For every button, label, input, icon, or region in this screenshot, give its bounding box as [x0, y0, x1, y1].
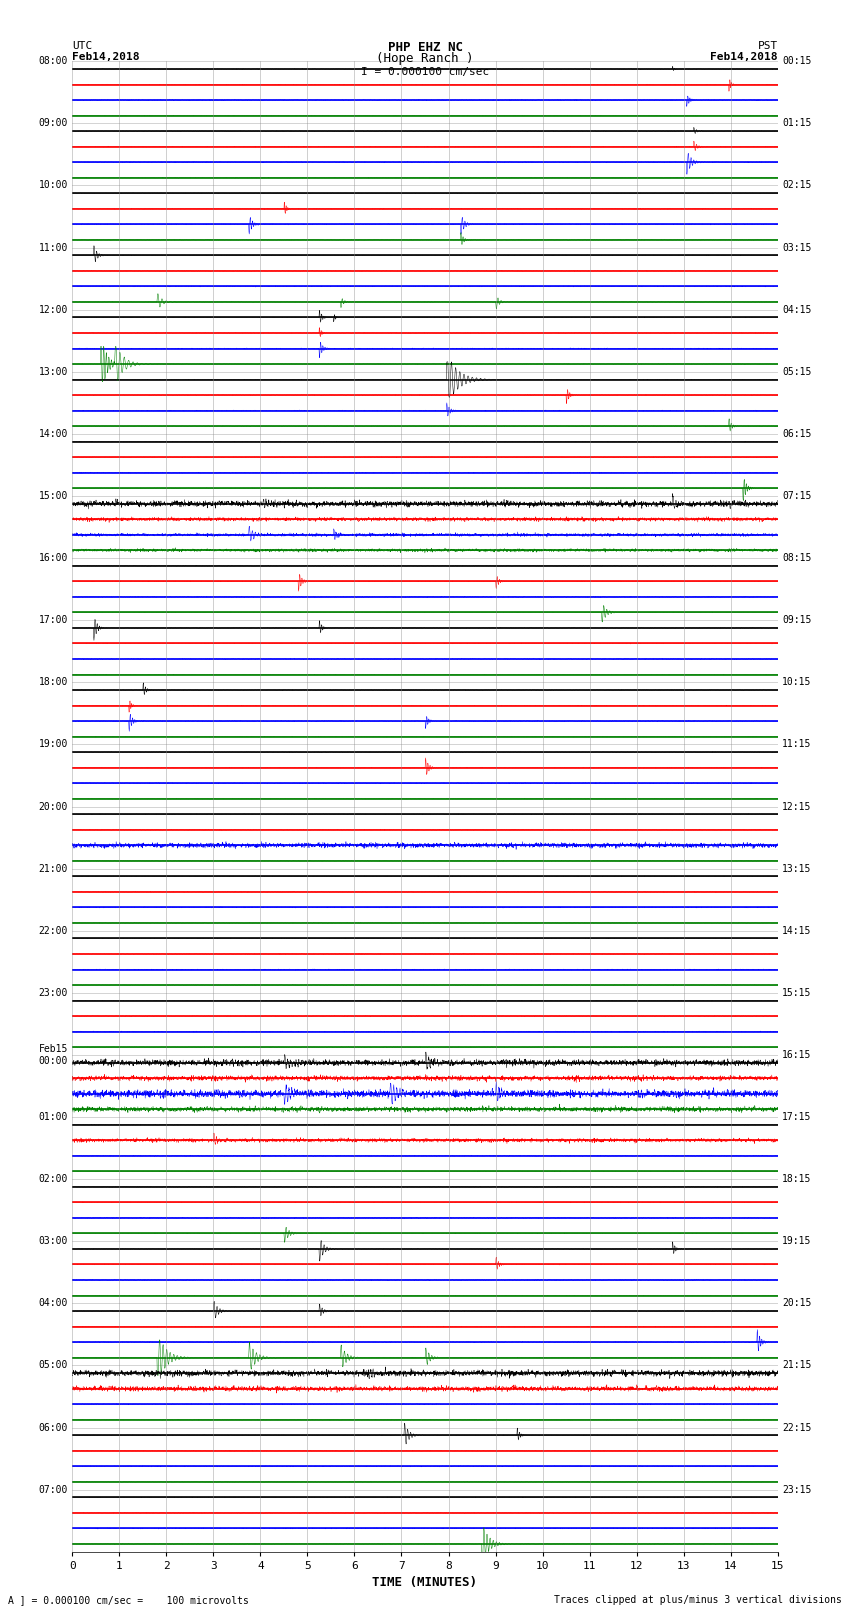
Text: (Hope Ranch ): (Hope Ranch ) [377, 52, 473, 65]
Text: 22:00: 22:00 [38, 926, 68, 936]
Text: 19:15: 19:15 [782, 1236, 812, 1247]
Text: 21:15: 21:15 [782, 1360, 812, 1371]
Text: 08:00: 08:00 [38, 56, 68, 66]
Text: 11:15: 11:15 [782, 739, 812, 750]
Text: 06:15: 06:15 [782, 429, 812, 439]
Text: 03:00: 03:00 [38, 1236, 68, 1247]
Text: 08:15: 08:15 [782, 553, 812, 563]
Text: 14:15: 14:15 [782, 926, 812, 936]
Text: 17:00: 17:00 [38, 615, 68, 626]
Text: Feb14,2018: Feb14,2018 [711, 52, 778, 63]
Text: 12:15: 12:15 [782, 802, 812, 811]
Text: Feb14,2018: Feb14,2018 [72, 52, 139, 63]
Text: 12:00: 12:00 [38, 305, 68, 315]
Text: 03:15: 03:15 [782, 242, 812, 253]
Text: 00:15: 00:15 [782, 56, 812, 66]
Text: Feb15
00:00: Feb15 00:00 [38, 1044, 68, 1066]
Text: 07:15: 07:15 [782, 490, 812, 502]
Text: I = 0.000100 cm/sec: I = 0.000100 cm/sec [361, 66, 489, 77]
Text: 13:00: 13:00 [38, 366, 68, 377]
X-axis label: TIME (MINUTES): TIME (MINUTES) [372, 1576, 478, 1589]
Text: UTC: UTC [72, 40, 93, 50]
Text: PST: PST [757, 40, 778, 50]
Text: 02:00: 02:00 [38, 1174, 68, 1184]
Text: 13:15: 13:15 [782, 863, 812, 874]
Text: 23:15: 23:15 [782, 1484, 812, 1495]
Text: 06:00: 06:00 [38, 1423, 68, 1432]
Text: 04:15: 04:15 [782, 305, 812, 315]
Text: 22:15: 22:15 [782, 1423, 812, 1432]
Text: 18:15: 18:15 [782, 1174, 812, 1184]
Text: PHP EHZ NC: PHP EHZ NC [388, 40, 462, 53]
Text: 16:00: 16:00 [38, 553, 68, 563]
Text: 10:00: 10:00 [38, 181, 68, 190]
Text: 05:00: 05:00 [38, 1360, 68, 1371]
Text: 15:15: 15:15 [782, 987, 812, 998]
Text: 07:00: 07:00 [38, 1484, 68, 1495]
Text: A ] = 0.000100 cm/sec =    100 microvolts: A ] = 0.000100 cm/sec = 100 microvolts [8, 1595, 249, 1605]
Text: 02:15: 02:15 [782, 181, 812, 190]
Text: 05:15: 05:15 [782, 366, 812, 377]
Text: 11:00: 11:00 [38, 242, 68, 253]
Text: 04:00: 04:00 [38, 1298, 68, 1308]
Text: 20:15: 20:15 [782, 1298, 812, 1308]
Text: 09:15: 09:15 [782, 615, 812, 626]
Text: 01:15: 01:15 [782, 118, 812, 129]
Text: 19:00: 19:00 [38, 739, 68, 750]
Text: 18:00: 18:00 [38, 677, 68, 687]
Text: Traces clipped at plus/minus 3 vertical divisions: Traces clipped at plus/minus 3 vertical … [553, 1595, 842, 1605]
Text: 14:00: 14:00 [38, 429, 68, 439]
Text: 09:00: 09:00 [38, 118, 68, 129]
Text: 21:00: 21:00 [38, 863, 68, 874]
Text: 17:15: 17:15 [782, 1111, 812, 1123]
Text: 15:00: 15:00 [38, 490, 68, 502]
Text: 20:00: 20:00 [38, 802, 68, 811]
Text: 10:15: 10:15 [782, 677, 812, 687]
Text: 16:15: 16:15 [782, 1050, 812, 1060]
Text: 01:00: 01:00 [38, 1111, 68, 1123]
Text: 23:00: 23:00 [38, 987, 68, 998]
